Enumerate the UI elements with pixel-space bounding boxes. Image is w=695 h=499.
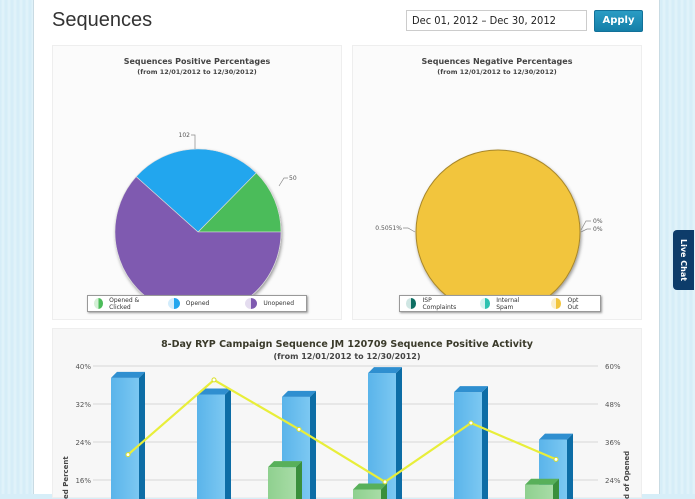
line-point — [469, 421, 473, 425]
bar-top — [111, 372, 145, 378]
bar-green — [525, 485, 553, 499]
legend-item[interactable]: Opt Out — [551, 297, 588, 311]
slice-label: 102 — [179, 132, 191, 139]
slice-label: 0% — [593, 226, 603, 233]
bar — [111, 378, 139, 499]
leader-line — [403, 228, 415, 232]
bar-top — [454, 386, 488, 392]
bar — [454, 392, 482, 499]
bar-line-chart: 40% 60% 32% 48% 24% 36% 16% 24% ed Percent d of O… — [53, 329, 643, 499]
leader-line — [191, 135, 195, 149]
bar-side — [139, 372, 145, 499]
live-chat-tab[interactable]: Live Chat — [673, 230, 694, 290]
y2-axis-label: d of Opened — [623, 451, 631, 499]
line-point — [212, 378, 216, 382]
line-point — [554, 457, 558, 461]
y-tick-label: 24% — [75, 439, 91, 447]
bar-side — [396, 367, 402, 499]
date-range-input[interactable]: Dec 01, 2012 – Dec 30, 2012 — [406, 10, 587, 31]
legend-swatch-icon — [480, 298, 490, 309]
chart-title: Sequences Positive Percentages — [53, 57, 341, 66]
legend-label: Opt Out — [567, 297, 588, 311]
slice-label: 0% — [593, 218, 603, 225]
positive-pie-panel: Sequences Positive Percentages (from 12/… — [52, 45, 342, 320]
legend-item[interactable]: ISP Complaints — [406, 297, 462, 311]
legend-swatch-icon — [168, 298, 180, 309]
legend-label: Opened — [186, 300, 210, 307]
y-axis-label: ed Percent — [62, 456, 70, 499]
legend-swatch-icon — [406, 298, 416, 309]
legend-item[interactable]: Opened & Clicked — [94, 297, 150, 311]
legend-label: Unopened — [263, 300, 294, 307]
chart-subtitle: (from 12/01/2012 to 12/30/2012) — [353, 68, 641, 76]
y2-tick-label: 48% — [605, 401, 621, 409]
bar-chart-panel: 8-Day RYP Campaign Sequence JM 120709 Se… — [52, 328, 642, 498]
bar-green — [268, 467, 296, 499]
legend-swatch-icon — [551, 298, 561, 309]
leader-line — [581, 229, 591, 232]
left-background — [0, 0, 33, 494]
bar-side — [482, 386, 488, 499]
bar-green-top — [353, 484, 387, 490]
line-point — [297, 427, 301, 431]
y-tick-label: 40% — [75, 363, 91, 371]
y-tick-label: 32% — [75, 401, 91, 409]
line-point — [126, 453, 130, 457]
bar-side — [567, 434, 573, 499]
leader-line — [279, 178, 288, 186]
legend-swatch-icon — [94, 298, 103, 309]
bar-side — [225, 389, 231, 499]
legend-item[interactable]: Internal Spam — [480, 297, 533, 311]
bar-top — [282, 391, 316, 397]
bar-green-top — [268, 461, 302, 467]
chart-subtitle: (from 12/01/2012 to 12/30/2012) — [53, 68, 341, 76]
pie-slice — [416, 150, 580, 308]
page-title: Sequences — [52, 9, 152, 32]
y-tick-label: 16% — [75, 477, 91, 485]
y2-tick-label: 60% — [605, 363, 621, 371]
slice-label: 0.5051% — [375, 225, 402, 232]
negative-pie: 0%0% 0.5051% — [353, 78, 643, 308]
bar-green — [353, 490, 381, 499]
negative-pie-panel: Sequences Negative Percentages (from 12/… — [352, 45, 642, 320]
bar — [197, 395, 225, 499]
y2-tick-label: 36% — [605, 439, 621, 447]
legend-item[interactable]: Unopened — [245, 298, 294, 309]
y2-tick-label: 24% — [605, 477, 621, 485]
line-series — [128, 380, 556, 482]
legend: ISP Complaints Internal Spam Opt Out — [399, 295, 601, 312]
bar-green-side — [296, 461, 302, 499]
pie-group — [416, 150, 580, 308]
positive-pie: 50102244 — [53, 78, 343, 308]
legend-label: Opened & Clicked — [109, 297, 150, 311]
legend: Opened & Clicked Opened Unopened — [87, 295, 307, 312]
line-point — [383, 480, 387, 484]
apply-button[interactable]: Apply — [594, 10, 643, 32]
bar-side — [310, 391, 316, 499]
slice-label: 50 — [289, 175, 297, 182]
legend-label: Internal Spam — [496, 297, 533, 311]
bar-top — [368, 367, 402, 373]
chart-title: Sequences Negative Percentages — [353, 57, 641, 66]
pie-group — [115, 149, 281, 308]
legend-item[interactable]: Opened — [168, 298, 210, 309]
legend-label: ISP Complaints — [422, 297, 461, 311]
legend-swatch-icon — [245, 298, 257, 309]
